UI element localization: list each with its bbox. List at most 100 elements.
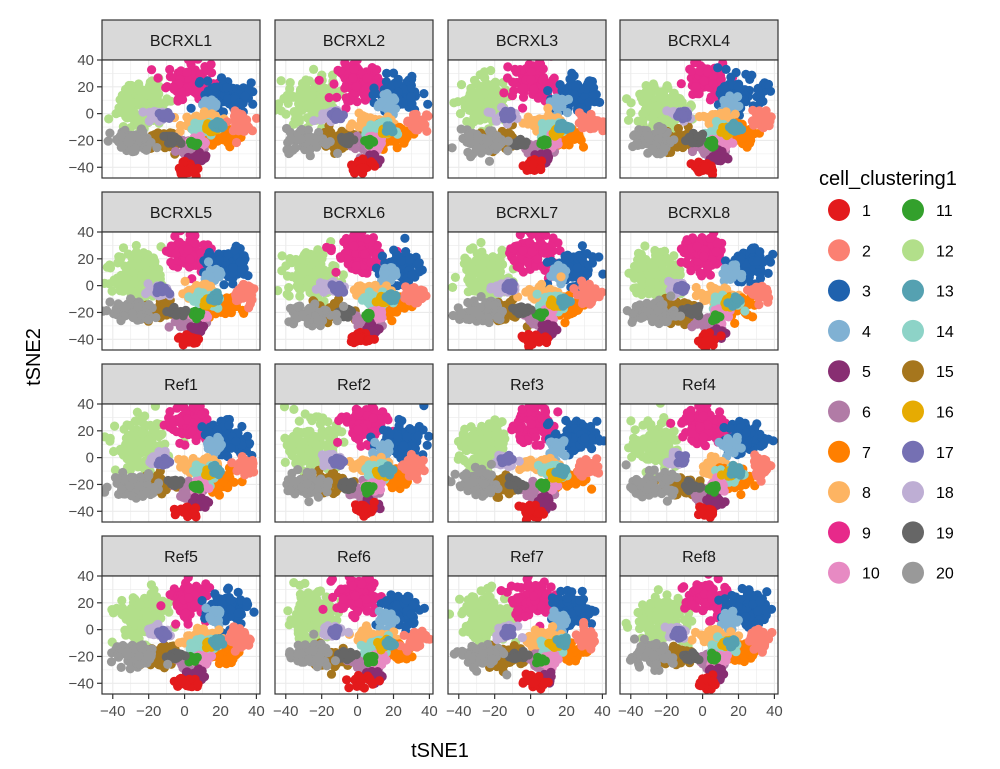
- point-cluster-13: [728, 123, 739, 133]
- point-cluster-3: [733, 82, 743, 92]
- point-cluster-9: [166, 241, 176, 251]
- point-cluster-3: [765, 86, 776, 96]
- point-cluster-3: [555, 80, 565, 90]
- point-cluster-12: [465, 89, 475, 99]
- point-cluster-3: [719, 85, 730, 95]
- point-cluster-11: [539, 138, 549, 148]
- point-cluster-3: [721, 64, 731, 74]
- point-cluster-9: [185, 254, 195, 264]
- point-cluster-12: [282, 271, 293, 281]
- point-cluster-20: [464, 131, 474, 141]
- point-cluster-20: [484, 156, 495, 166]
- point-cluster-9: [322, 242, 332, 252]
- point-cluster-4: [563, 94, 574, 104]
- point-cluster-12: [129, 278, 139, 288]
- point-cluster-5: [720, 152, 730, 162]
- point-cluster-9: [351, 82, 361, 92]
- point-cluster-12: [640, 105, 651, 115]
- point-cluster-18: [483, 107, 493, 117]
- point-cluster-2: [585, 117, 595, 127]
- facet-panel-BCRXL3: BCRXL3: [447, 19, 607, 179]
- point-cluster-12: [285, 78, 295, 88]
- point-cluster-7: [208, 139, 218, 149]
- point-cluster-12: [641, 81, 651, 91]
- point-cluster-4: [553, 95, 563, 105]
- point-cluster-9: [518, 103, 528, 113]
- point-cluster-11: [187, 139, 197, 149]
- point-cluster-19: [171, 310, 181, 320]
- point-cluster-12: [295, 291, 305, 301]
- point-cluster-8: [699, 111, 709, 121]
- point-cluster-3: [423, 99, 433, 109]
- point-cluster-20: [632, 138, 642, 148]
- point-cluster-12: [102, 262, 112, 272]
- point-cluster-2: [408, 110, 419, 120]
- facet-panel-BCRXL6: BCRXL6: [274, 191, 434, 351]
- point-cluster-9: [507, 91, 517, 101]
- point-cluster-2: [231, 137, 242, 148]
- point-cluster-3: [216, 73, 227, 83]
- point-cluster-8: [182, 112, 192, 122]
- point-cluster-20: [296, 134, 306, 144]
- y-tick-label: 20: [77, 251, 94, 268]
- point-cluster-12: [652, 101, 662, 112]
- point-cluster-9: [538, 64, 548, 74]
- facet-strip-label: BCRXL2: [323, 33, 385, 50]
- point-cluster-20: [116, 142, 126, 152]
- point-cluster-20: [128, 312, 138, 323]
- point-cluster-20: [116, 130, 126, 140]
- point-cluster-9: [206, 60, 216, 69]
- point-cluster-9: [538, 75, 548, 86]
- point-cluster-12: [635, 89, 645, 99]
- point-cluster-8: [356, 115, 366, 125]
- point-cluster-19: [162, 307, 172, 317]
- point-cluster-20: [448, 143, 457, 153]
- point-cluster-20: [305, 145, 315, 155]
- point-cluster-9: [352, 97, 362, 107]
- panel-border: [101, 231, 261, 351]
- point-cluster-3: [571, 81, 581, 91]
- point-cluster-2: [411, 125, 421, 135]
- point-cluster-14: [544, 119, 554, 129]
- point-cluster-9: [362, 234, 372, 244]
- point-cluster-12: [277, 251, 287, 261]
- point-cluster-12: [149, 83, 159, 93]
- facet-strip: [101, 191, 261, 233]
- point-cluster-12: [661, 114, 671, 124]
- point-cluster-2: [748, 105, 758, 115]
- point-cluster-12: [135, 85, 145, 95]
- point-cluster-12: [299, 250, 309, 260]
- point-cluster-12: [132, 97, 142, 107]
- point-cluster-4: [203, 257, 214, 267]
- point-cluster-3: [234, 98, 244, 108]
- point-cluster-9: [351, 261, 361, 271]
- point-cluster-12: [666, 93, 676, 103]
- point-cluster-4: [733, 92, 743, 102]
- points: [275, 60, 433, 178]
- point-cluster-20: [471, 144, 481, 154]
- point-cluster-12: [107, 286, 117, 296]
- point-cluster-12: [626, 108, 636, 118]
- point-cluster-3: [210, 82, 220, 92]
- point-cluster-9: [147, 65, 157, 75]
- point-cluster-9: [348, 73, 358, 83]
- point-cluster-7: [737, 133, 747, 143]
- point-cluster-3: [389, 245, 399, 255]
- point-cluster-12: [275, 99, 284, 109]
- point-cluster-9: [503, 62, 513, 72]
- point-cluster-9: [687, 66, 697, 76]
- point-cluster-12: [663, 83, 673, 93]
- point-cluster-3: [203, 76, 213, 86]
- point-cluster-13: [565, 122, 575, 132]
- point-cluster-20: [152, 143, 162, 153]
- point-cluster-12: [283, 98, 293, 108]
- point-cluster-9: [534, 92, 544, 103]
- point-cluster-3: [763, 79, 774, 89]
- point-cluster-12: [488, 79, 498, 89]
- y-tick-label: −40: [69, 331, 94, 348]
- point-cluster-3: [397, 97, 407, 107]
- point-cluster-2: [252, 113, 260, 123]
- point-cluster-6: [350, 143, 360, 154]
- point-cluster-12: [623, 115, 634, 125]
- point-cluster-5: [713, 153, 723, 163]
